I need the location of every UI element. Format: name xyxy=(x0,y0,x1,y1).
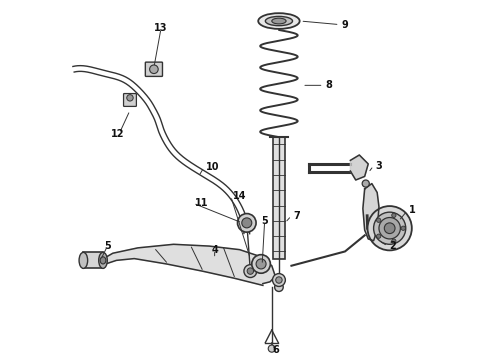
Circle shape xyxy=(275,283,283,292)
Circle shape xyxy=(362,180,369,187)
Ellipse shape xyxy=(100,257,106,264)
Text: 13: 13 xyxy=(154,23,168,33)
Circle shape xyxy=(373,212,406,244)
Text: 9: 9 xyxy=(342,19,348,30)
Ellipse shape xyxy=(258,13,300,29)
Circle shape xyxy=(268,345,275,352)
Text: 7: 7 xyxy=(293,211,300,221)
Circle shape xyxy=(368,206,412,250)
Ellipse shape xyxy=(98,252,107,269)
Circle shape xyxy=(276,277,282,283)
Text: 5: 5 xyxy=(104,241,111,251)
Bar xyxy=(273,137,285,258)
Text: 3: 3 xyxy=(375,161,382,171)
Circle shape xyxy=(376,218,381,222)
Circle shape xyxy=(379,217,400,239)
Text: 12: 12 xyxy=(111,129,125,139)
Circle shape xyxy=(392,239,396,243)
Text: 10: 10 xyxy=(206,162,219,172)
Circle shape xyxy=(376,234,381,238)
Polygon shape xyxy=(350,155,368,180)
Text: 2: 2 xyxy=(390,241,396,251)
Circle shape xyxy=(401,226,405,230)
Ellipse shape xyxy=(79,252,88,269)
Ellipse shape xyxy=(272,18,286,24)
Text: 14: 14 xyxy=(232,191,246,201)
FancyBboxPatch shape xyxy=(123,94,136,107)
Polygon shape xyxy=(100,244,275,285)
Circle shape xyxy=(149,65,158,73)
Text: 5: 5 xyxy=(261,216,268,226)
Polygon shape xyxy=(363,184,379,241)
Circle shape xyxy=(384,223,395,234)
Circle shape xyxy=(244,265,257,278)
Circle shape xyxy=(242,218,252,228)
Ellipse shape xyxy=(266,17,293,26)
Circle shape xyxy=(252,255,270,273)
Text: 8: 8 xyxy=(325,80,332,90)
Circle shape xyxy=(392,213,396,217)
Circle shape xyxy=(247,268,253,274)
Text: 1: 1 xyxy=(409,205,416,215)
Circle shape xyxy=(238,213,256,232)
Bar xyxy=(83,252,103,269)
Text: 4: 4 xyxy=(211,245,218,255)
Text: 11: 11 xyxy=(195,198,208,208)
FancyBboxPatch shape xyxy=(146,62,163,76)
Circle shape xyxy=(256,259,266,269)
Circle shape xyxy=(272,274,285,287)
Circle shape xyxy=(127,95,133,101)
Text: 6: 6 xyxy=(272,345,279,355)
